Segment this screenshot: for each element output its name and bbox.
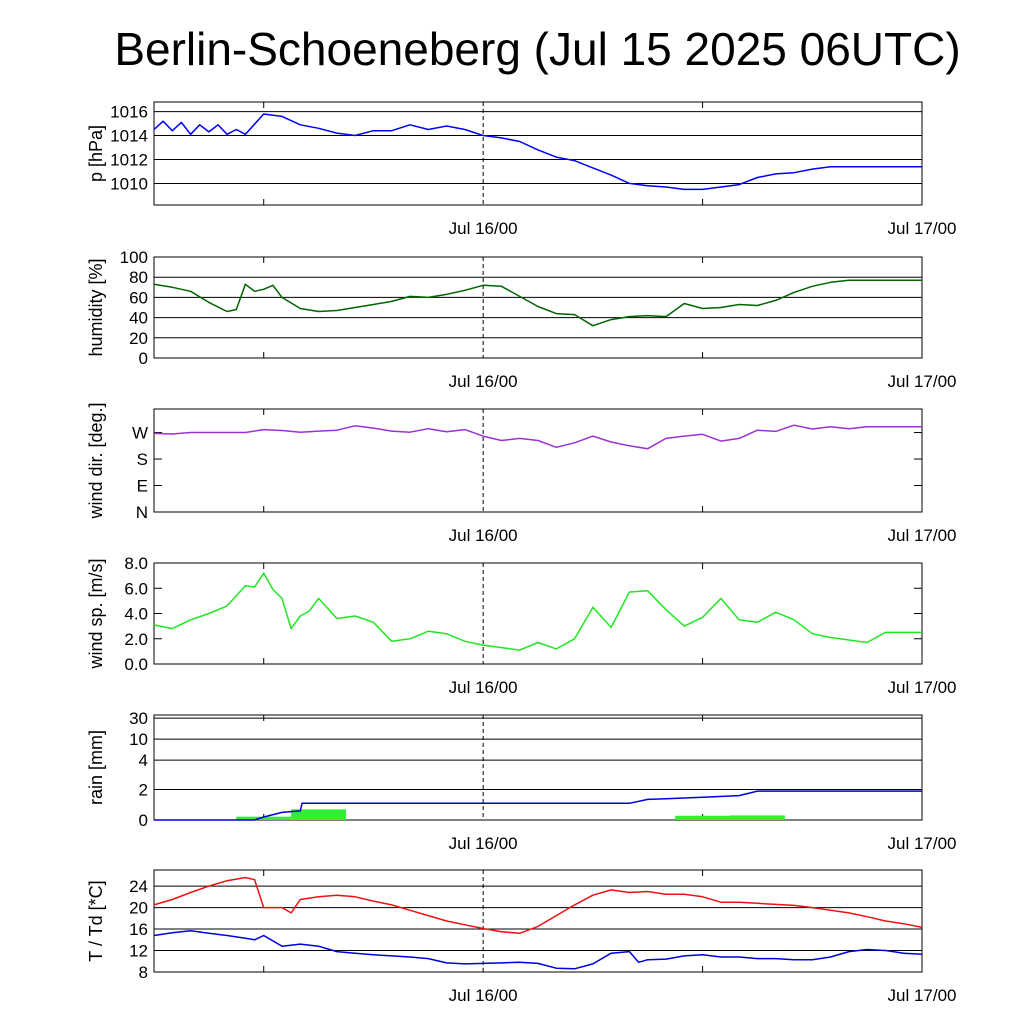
ytick-label-humidity: 40 bbox=[129, 309, 148, 328]
xtick-label-temperature: Jul 17/00 bbox=[888, 986, 957, 1005]
series-line-wind_dir bbox=[153, 424, 922, 450]
ytick-label-rain: 4 bbox=[139, 751, 148, 770]
ytick-label-rain: 2 bbox=[139, 781, 148, 800]
xtick-label-rain: Jul 16/00 bbox=[449, 834, 518, 853]
xtick-label-rain: Jul 17/00 bbox=[888, 834, 957, 853]
ytick-label-wind_speed: 8.0 bbox=[124, 554, 148, 573]
y-axis-title-humidity: humidity [%] bbox=[86, 258, 106, 356]
series-line-wind_speed bbox=[153, 572, 922, 651]
ytick-label-temperature: 24 bbox=[129, 877, 148, 896]
rain-bar bbox=[236, 816, 292, 820]
ytick-label-humidity: 20 bbox=[129, 329, 148, 348]
plot-frame-pressure bbox=[153, 101, 923, 206]
ytick-label-wind_dir: W bbox=[132, 424, 148, 443]
ytick-label-pressure: 1010 bbox=[110, 174, 148, 193]
xtick-label-wind_dir: Jul 17/00 bbox=[888, 526, 957, 545]
ytick-label-temperature: 20 bbox=[129, 899, 148, 918]
ytick-label-wind_speed: 4.0 bbox=[124, 605, 148, 624]
ytick-label-wind_speed: 2.0 bbox=[124, 630, 148, 649]
series-line-dewpoint bbox=[153, 929, 923, 970]
ytick-label-wind_dir: E bbox=[137, 477, 148, 496]
ytick-label-wind_dir: N bbox=[136, 503, 148, 522]
ytick-label-pressure: 1016 bbox=[110, 103, 148, 122]
ytick-label-rain: 0 bbox=[139, 811, 148, 830]
y-axis-title-rain: rain [mm] bbox=[86, 730, 106, 805]
y-axis-title-wind_dir: wind dir. [deg.] bbox=[86, 402, 106, 519]
ytick-label-humidity: 60 bbox=[129, 288, 148, 307]
plot-frame-humidity bbox=[153, 256, 923, 359]
ytick-label-rain: 10 bbox=[129, 730, 148, 749]
series-line-temperature bbox=[153, 876, 923, 935]
ytick-label-humidity: 0 bbox=[139, 349, 148, 368]
xtick-label-humidity: Jul 17/00 bbox=[888, 372, 957, 391]
rain-bar bbox=[291, 809, 346, 820]
xtick-label-pressure: Jul 16/00 bbox=[449, 219, 518, 238]
ytick-label-wind_dir: S bbox=[137, 450, 148, 469]
y-axis-title-temperature: T / Td [*C] bbox=[86, 880, 106, 961]
xtick-label-pressure: Jul 17/00 bbox=[888, 219, 957, 238]
ytick-label-temperature: 8 bbox=[139, 963, 148, 982]
ytick-label-temperature: 12 bbox=[129, 942, 148, 961]
xtick-label-temperature: Jul 16/00 bbox=[449, 986, 518, 1005]
chart-title: Berlin-Schoeneberg (Jul 15 2025 06UTC) bbox=[114, 23, 961, 75]
rain-bar bbox=[730, 815, 785, 820]
plot-frame-wind_dir bbox=[153, 408, 923, 513]
ytick-label-rain: 30 bbox=[129, 709, 148, 728]
xtick-label-wind_dir: Jul 16/00 bbox=[449, 526, 518, 545]
series-line-rain_cum bbox=[154, 790, 922, 821]
ytick-label-pressure: 1012 bbox=[110, 150, 148, 169]
ytick-label-humidity: 80 bbox=[129, 268, 148, 287]
y-axis-title-wind_speed: wind sp. [m/s] bbox=[86, 558, 106, 669]
y-axis-title-pressure: p [hPa] bbox=[86, 125, 106, 182]
ytick-label-wind_speed: 0.0 bbox=[124, 655, 148, 674]
plot-frame-wind_speed bbox=[153, 562, 923, 665]
xtick-label-wind_speed: Jul 16/00 bbox=[449, 678, 518, 697]
plot-frame-temperature bbox=[153, 869, 923, 973]
ytick-label-wind_speed: 6.0 bbox=[124, 579, 148, 598]
xtick-label-wind_speed: Jul 17/00 bbox=[888, 678, 957, 697]
ytick-label-temperature: 16 bbox=[129, 920, 148, 939]
ytick-label-humidity: 100 bbox=[120, 248, 148, 267]
series-line-pressure bbox=[153, 113, 922, 191]
rain-bar bbox=[675, 815, 730, 820]
ytick-label-pressure: 1014 bbox=[110, 127, 148, 146]
xtick-label-humidity: Jul 16/00 bbox=[449, 372, 518, 391]
plot-frame-rain bbox=[153, 714, 923, 821]
series-line-humidity bbox=[153, 279, 922, 327]
